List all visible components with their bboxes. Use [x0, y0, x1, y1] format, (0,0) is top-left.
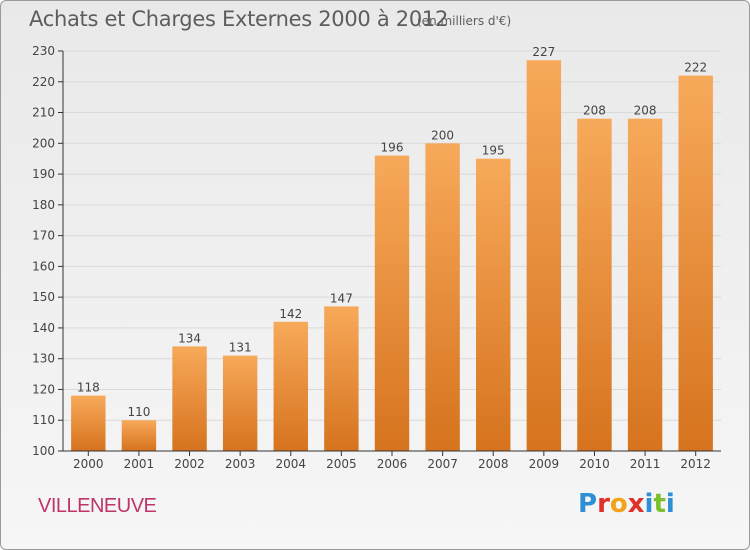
data-label: 142	[279, 307, 302, 321]
x-tick-label: 2007	[427, 457, 458, 471]
bar	[476, 158, 511, 451]
x-tick-label: 2000	[73, 457, 104, 471]
y-tick-label: 170	[32, 229, 55, 243]
x-tick-label: 2004	[275, 457, 306, 471]
y-tick-label: 190	[32, 167, 55, 181]
chart-subtitle: (en milliers d'€)	[417, 14, 512, 28]
logo-letter: P	[578, 489, 598, 519]
y-tick-label: 120	[32, 382, 55, 396]
y-tick-label: 210	[32, 106, 55, 120]
bar	[526, 60, 562, 451]
y-tick-label: 220	[32, 75, 55, 89]
y-tick-label: 160	[32, 259, 55, 273]
data-label: 147	[330, 291, 353, 305]
chart-title: Achats et Charges Externes 2000 à 2012	[29, 7, 449, 31]
bar	[627, 118, 663, 451]
y-tick-label: 110	[32, 413, 55, 427]
data-label: 118	[77, 381, 100, 395]
data-label: 222	[684, 61, 707, 75]
y-tick-label: 150	[32, 290, 55, 304]
data-label: 227	[532, 45, 555, 59]
bar	[273, 321, 308, 451]
x-tick-label: 2008	[478, 457, 509, 471]
y-tick-label: 130	[32, 352, 55, 366]
y-tick-label: 100	[32, 444, 55, 458]
bar	[324, 306, 359, 451]
y-tick-label: 180	[32, 198, 55, 212]
y-tick-label: 230	[32, 44, 55, 58]
x-tick-label: 2009	[529, 457, 560, 471]
data-label: 196	[381, 141, 404, 155]
y-tick-label: 200	[32, 136, 55, 150]
logo-letter: i	[665, 489, 675, 519]
logo-letter: i	[644, 489, 654, 519]
bar	[374, 155, 410, 451]
data-label: 200	[431, 128, 454, 142]
location-label: VILLENEUVE	[38, 495, 157, 517]
bar	[678, 75, 713, 451]
bar	[222, 355, 258, 451]
x-tick-label: 2002	[174, 457, 205, 471]
x-tick-label: 2011	[630, 457, 661, 471]
bar	[121, 420, 157, 451]
logo-letter: o	[609, 489, 628, 519]
data-label: 208	[634, 104, 657, 118]
data-label: 208	[583, 104, 606, 118]
data-label: 134	[178, 331, 201, 345]
x-tick-label: 2001	[124, 457, 155, 471]
x-tick-label: 2010	[579, 457, 610, 471]
bar	[577, 118, 612, 451]
y-tick-label: 140	[32, 321, 55, 335]
data-label: 110	[127, 405, 150, 419]
x-tick-label: 2012	[680, 457, 711, 471]
logo-letter: t	[653, 489, 666, 519]
logo-letter: r	[597, 489, 610, 519]
bar	[71, 395, 106, 451]
data-label: 131	[229, 341, 252, 355]
x-tick-label: 2003	[225, 457, 256, 471]
data-label: 195	[482, 144, 505, 158]
bar	[172, 346, 207, 451]
logo-letter: x	[627, 489, 645, 519]
bar	[425, 143, 460, 452]
proxiti-logo: Proxiti	[578, 489, 675, 519]
x-tick-label: 2006	[377, 457, 408, 471]
x-tick-label: 2005	[326, 457, 357, 471]
